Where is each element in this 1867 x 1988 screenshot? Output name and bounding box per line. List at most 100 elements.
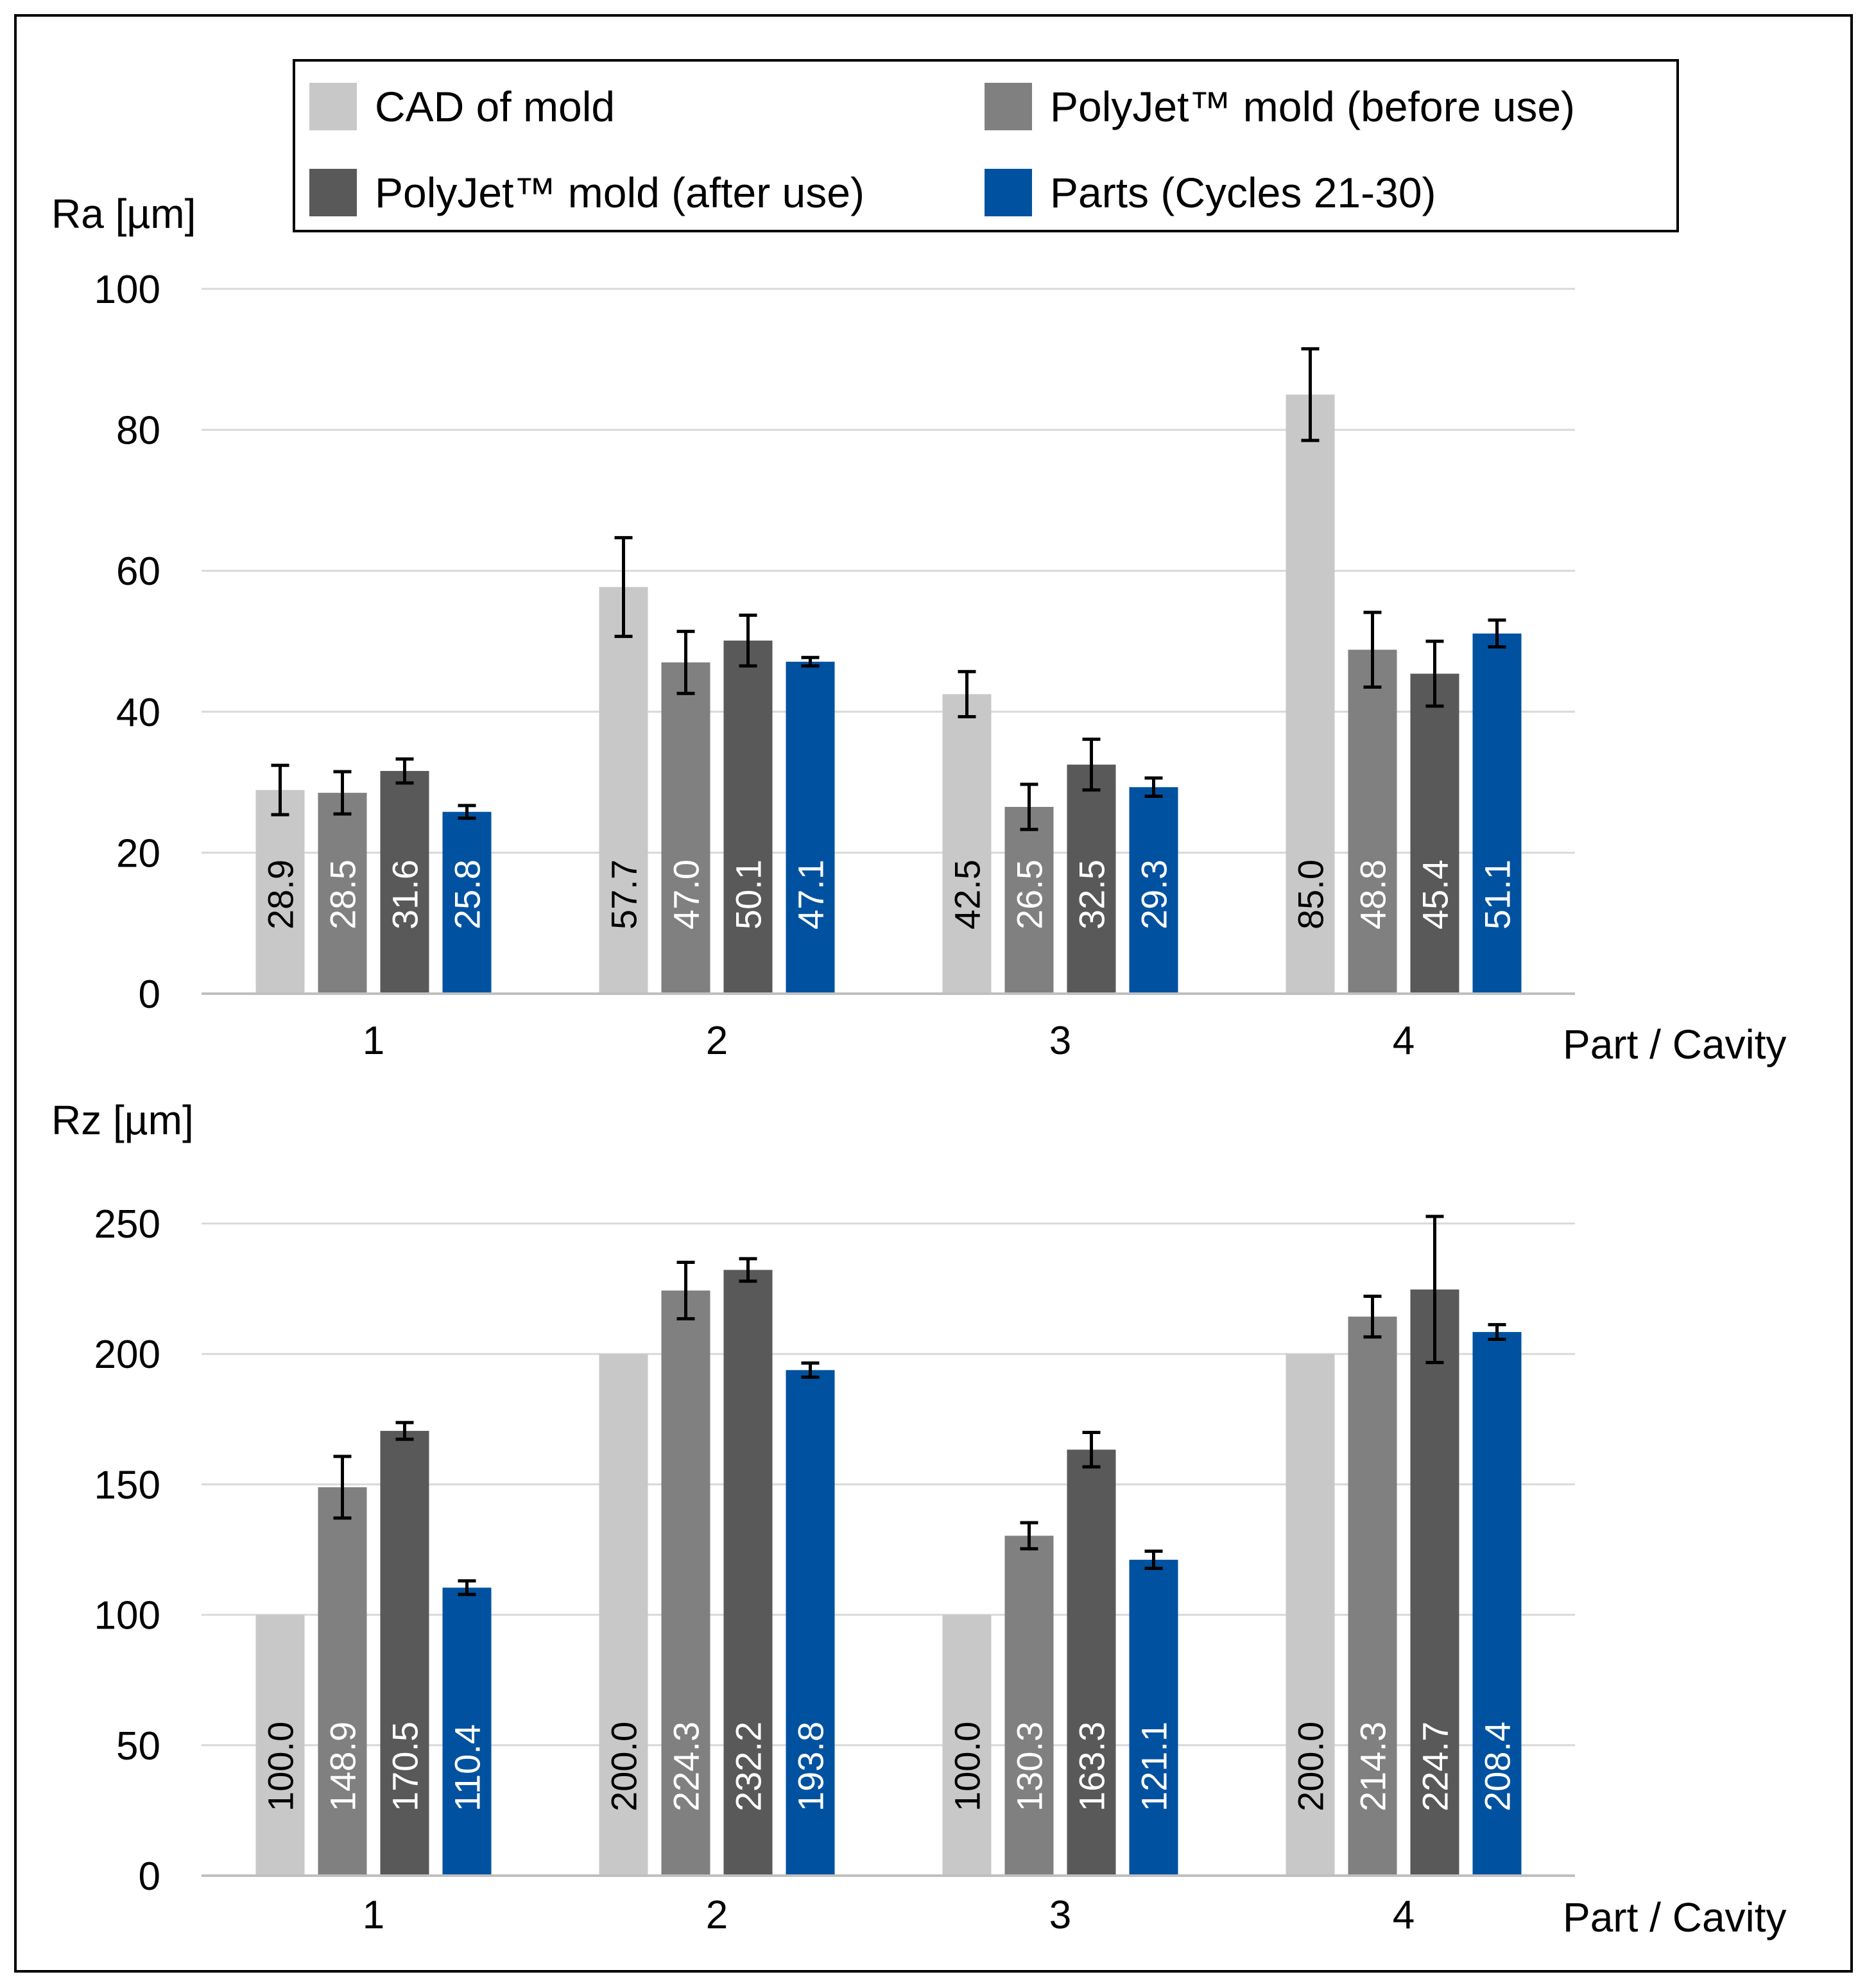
- rz-data-label: 200.0: [604, 1722, 644, 1811]
- rz-data-label: 121.1: [1134, 1722, 1174, 1811]
- rz-bar-series4-cat4: [1472, 1332, 1522, 1876]
- ra-bar-series4-cat4: [1472, 633, 1522, 994]
- ra-bar-series2-cat1: [318, 793, 367, 994]
- rz-x-axis-label: Part / Cavity: [1563, 1894, 1787, 1940]
- legend-swatch-after-use: [309, 169, 357, 216]
- ra-data-label: 42.5: [947, 860, 988, 929]
- ra-data-label: 48.8: [1353, 860, 1393, 929]
- rz-bar-series3-cat1: [380, 1431, 429, 1876]
- rz-data-label: 170.5: [385, 1722, 426, 1811]
- rz-data-label: 200.0: [1291, 1722, 1331, 1811]
- rz-bar-series2-cat4: [1348, 1317, 1397, 1876]
- legend-label-before-use: PolyJet™ mold (before use): [1050, 83, 1576, 130]
- ra-y-tick-label: 100: [94, 268, 160, 312]
- rz-bar-series1-cat2: [599, 1354, 648, 1876]
- legend-item-cad: CAD of mold: [309, 81, 615, 132]
- rz-data-label: 224.7: [1415, 1722, 1456, 1811]
- ra-y-tick-label: 20: [116, 831, 160, 876]
- ra-data-label: 47.1: [791, 860, 831, 929]
- ra-data-label: 26.5: [1010, 860, 1050, 929]
- ra-bar-series3-cat1: [380, 771, 429, 994]
- legend-label-cad: CAD of mold: [375, 83, 615, 130]
- rz-data-label: 224.3: [666, 1722, 707, 1811]
- figure-frame: [14, 14, 1853, 1973]
- legend-swatch-cad: [309, 83, 357, 130]
- rz-bar-series1-cat4: [1286, 1354, 1335, 1876]
- ra-y-axis-label: Ra [µm]: [51, 191, 196, 237]
- rz-data-label: 163.3: [1072, 1722, 1112, 1811]
- ra-y-tick-label: 0: [139, 972, 160, 1017]
- ra-x-tick-label: 4: [1393, 1019, 1415, 1063]
- ra-bar-series4-cat3: [1129, 787, 1178, 994]
- legend: CAD of mold PolyJet™ mold (before use) P…: [293, 59, 1679, 232]
- ra-data-label: 31.6: [385, 860, 426, 929]
- rz-bar-series1-cat3: [942, 1614, 992, 1876]
- ra-y-tick-label: 80: [116, 409, 160, 453]
- rz-data-label: 148.9: [323, 1722, 363, 1811]
- rz-bar-series3-cat4: [1410, 1289, 1459, 1876]
- ra-bar-series2-cat3: [1004, 807, 1054, 994]
- rz-y-tick-label: 150: [94, 1463, 160, 1507]
- ra-bar-series2-cat4: [1348, 650, 1397, 994]
- rz-data-label: 208.4: [1477, 1722, 1518, 1811]
- rz-y-tick-label: 0: [139, 1854, 160, 1899]
- legend-swatch-parts: [985, 169, 1032, 216]
- ra-data-label: 29.3: [1134, 860, 1174, 929]
- rz-bar-series4-cat1: [442, 1587, 492, 1876]
- rz-data-label: 110.4: [447, 1724, 488, 1811]
- legend-swatch-before-use: [985, 83, 1032, 130]
- ra-bar-series1-cat3: [942, 694, 992, 994]
- ra-data-label: 25.8: [447, 860, 488, 929]
- rz-y-tick-label: 250: [94, 1202, 160, 1247]
- legend-label-after-use: PolyJet™ mold (after use): [375, 169, 865, 216]
- rz-data-label: 193.8: [791, 1722, 831, 1811]
- rz-bar-series3-cat3: [1067, 1449, 1116, 1876]
- rz-x-tick-label: 2: [706, 1893, 728, 1937]
- ra-bar-series3-cat3: [1067, 765, 1116, 994]
- rz-y-tick-label: 100: [94, 1594, 160, 1638]
- ra-x-axis-label: Part / Cavity: [1563, 1021, 1787, 1067]
- rz-data-label: 232.2: [728, 1722, 769, 1811]
- ra-data-label: 47.0: [666, 860, 707, 929]
- legend-label-parts: Parts (Cycles 21-30): [1050, 169, 1436, 216]
- rz-bar-series2-cat3: [1004, 1535, 1054, 1876]
- rz-data-label: 100.0: [261, 1722, 301, 1811]
- ra-x-tick-label: 1: [363, 1019, 384, 1063]
- legend-item-parts: Parts (Cycles 21-30): [985, 167, 1436, 218]
- ra-x-tick-label: 3: [1049, 1019, 1071, 1063]
- rz-data-label: 100.0: [947, 1722, 988, 1811]
- ra-data-label: 32.5: [1072, 860, 1112, 929]
- ra-data-label: 51.1: [1477, 860, 1518, 929]
- rz-data-label: 214.3: [1353, 1722, 1393, 1811]
- rz-bar-series2-cat2: [661, 1290, 710, 1876]
- ra-bar-series3-cat4: [1410, 673, 1459, 994]
- rz-y-axis-label: Rz [µm]: [51, 1097, 194, 1143]
- ra-bar-series3-cat2: [723, 640, 773, 994]
- ra-bar-series1-cat1: [255, 790, 305, 994]
- ra-data-label: 45.4: [1415, 860, 1456, 929]
- rz-bar-series1-cat1: [255, 1614, 305, 1876]
- rz-bar-series2-cat1: [318, 1487, 367, 1876]
- rz-y-tick-label: 50: [116, 1724, 160, 1768]
- ra-x-tick-label: 2: [706, 1019, 728, 1063]
- legend-item-after-use: PolyJet™ mold (after use): [309, 167, 865, 218]
- rz-data-label: 130.3: [1010, 1722, 1050, 1811]
- rz-x-tick-label: 4: [1393, 1893, 1415, 1937]
- rz-bar-series3-cat2: [723, 1270, 773, 1876]
- ra-bar-series4-cat1: [442, 811, 492, 994]
- rz-x-tick-label: 3: [1049, 1893, 1071, 1937]
- legend-item-before-use: PolyJet™ mold (before use): [985, 81, 1575, 132]
- ra-bar-series4-cat2: [786, 661, 835, 994]
- ra-bar-series1-cat4: [1286, 394, 1335, 994]
- ra-data-label: 28.5: [323, 860, 363, 929]
- rz-x-tick-label: 1: [363, 1893, 384, 1937]
- rz-bar-series4-cat2: [786, 1370, 835, 1876]
- ra-data-label: 85.0: [1291, 860, 1331, 929]
- rz-y-tick-label: 200: [94, 1333, 160, 1377]
- ra-data-label: 57.7: [604, 860, 644, 929]
- ra-y-tick-label: 40: [116, 691, 160, 735]
- ra-data-label: 50.1: [728, 860, 769, 929]
- rz-bar-series4-cat3: [1129, 1559, 1178, 1876]
- ra-bar-series1-cat2: [599, 587, 648, 994]
